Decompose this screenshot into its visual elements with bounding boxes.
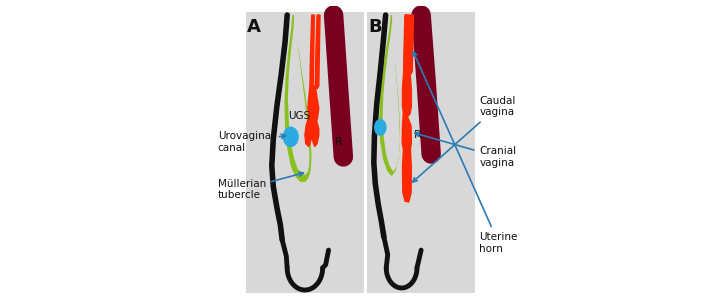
Text: Cranial
vagina: Cranial vagina <box>415 132 516 168</box>
Text: Urovaginal
canal: Urovaginal canal <box>218 132 286 153</box>
Bar <box>246 12 364 293</box>
Polygon shape <box>308 86 319 128</box>
Text: Caudal
vagina: Caudal vagina <box>413 96 515 182</box>
Polygon shape <box>402 144 412 202</box>
Polygon shape <box>383 15 399 171</box>
Polygon shape <box>315 15 320 89</box>
Polygon shape <box>332 15 350 151</box>
Bar <box>367 12 475 293</box>
Text: B: B <box>369 18 382 36</box>
Polygon shape <box>305 117 319 147</box>
Polygon shape <box>336 89 345 163</box>
Text: Müllerian
tubercle: Müllerian tubercle <box>218 172 303 200</box>
Polygon shape <box>410 15 414 74</box>
Ellipse shape <box>308 123 319 138</box>
Polygon shape <box>404 15 411 71</box>
Ellipse shape <box>375 120 386 135</box>
Polygon shape <box>402 107 412 152</box>
Polygon shape <box>379 15 399 175</box>
Text: R: R <box>335 137 342 147</box>
Text: Uterine
horn: Uterine horn <box>413 52 518 253</box>
Polygon shape <box>288 15 309 174</box>
Polygon shape <box>402 71 412 117</box>
Polygon shape <box>310 15 315 89</box>
Polygon shape <box>285 15 311 181</box>
Ellipse shape <box>283 127 298 147</box>
Text: R: R <box>414 130 422 140</box>
Text: A: A <box>247 18 261 36</box>
Polygon shape <box>404 15 407 74</box>
Text: UGS: UGS <box>288 111 310 120</box>
